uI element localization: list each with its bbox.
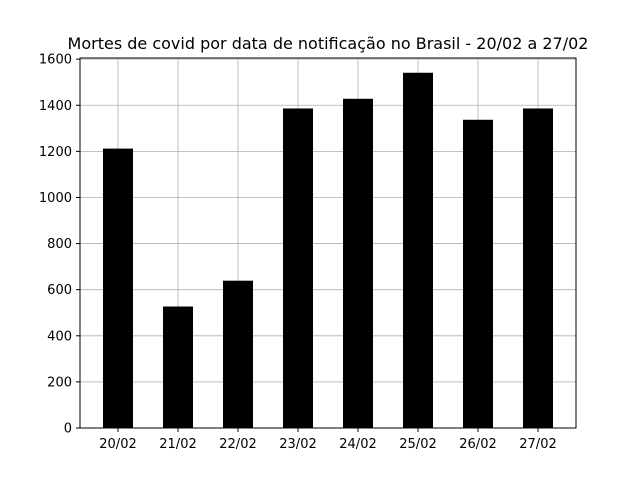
bar-27-02 (523, 108, 553, 428)
bar-24-02 (343, 98, 373, 428)
chart-title: Mortes de covid por data de notificação … (68, 34, 589, 53)
bar-25-02 (403, 72, 433, 428)
bar-20-02 (103, 148, 133, 428)
x-tick-label: 22/02 (219, 437, 256, 452)
y-tick-label: 800 (47, 237, 72, 252)
y-axis: 0 200 400 600 800 1000 1200 1400 1600 (39, 53, 80, 437)
x-tick-label: 27/02 (519, 437, 556, 452)
bar-21-02 (163, 306, 193, 428)
y-tick-label: 1400 (39, 99, 72, 114)
bars (103, 72, 553, 429)
x-tick-label: 25/02 (399, 437, 436, 452)
y-tick-label: 1200 (39, 145, 72, 160)
x-tick-label: 21/02 (159, 437, 196, 452)
x-axis: 20/02 21/02 22/02 23/02 24/02 25/02 26/02 27/02 (99, 428, 557, 452)
y-tick-label: 0 (64, 422, 72, 437)
bar-26-02 (463, 119, 493, 429)
grid (80, 58, 576, 429)
x-tick-label: 20/02 (99, 437, 136, 452)
y-tick-label: 1600 (39, 53, 72, 68)
x-tick-label: 23/02 (279, 437, 316, 452)
y-tick-label: 600 (47, 283, 72, 298)
x-tick-label: 26/02 (459, 437, 496, 452)
bar-23-02 (283, 108, 313, 428)
bar-22-02 (223, 280, 253, 428)
plot-frame (79, 57, 577, 429)
x-tick-label: 24/02 (339, 437, 376, 452)
y-tick-label: 1000 (39, 191, 72, 206)
y-tick-label: 200 (47, 375, 72, 390)
y-tick-label: 400 (47, 329, 72, 344)
